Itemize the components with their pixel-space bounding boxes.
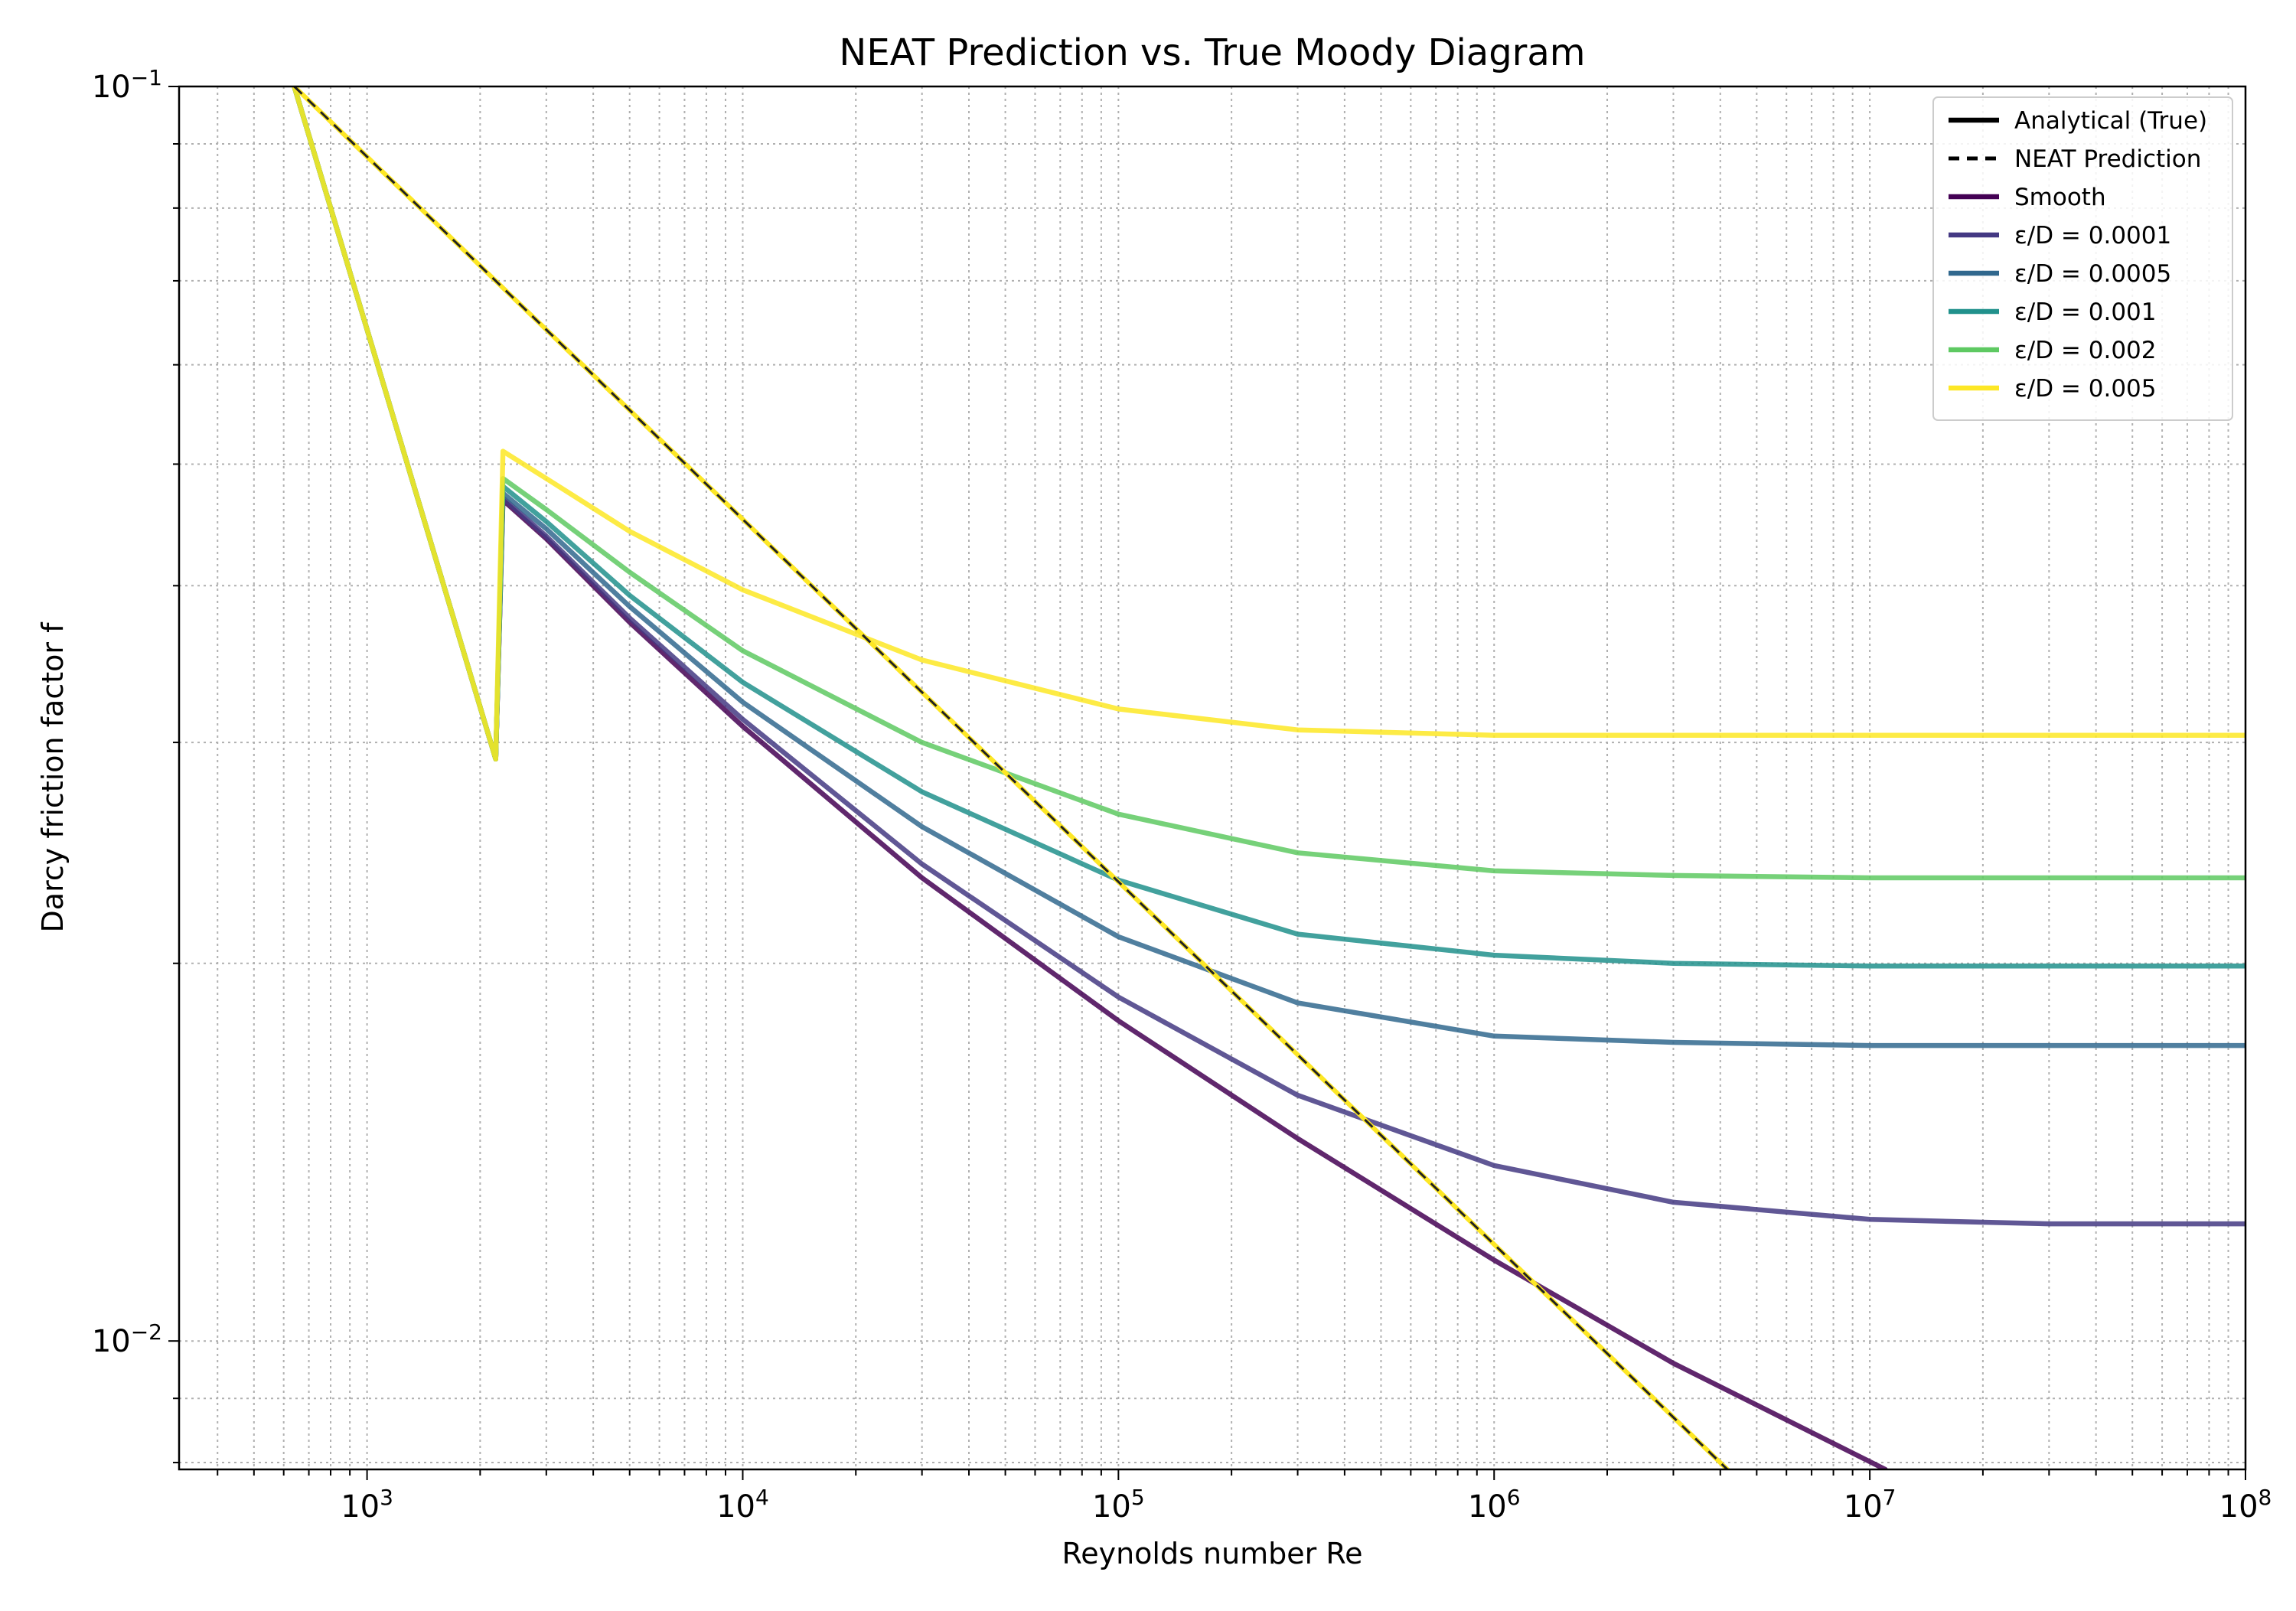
- legend-label: ε/D = 0.002: [2014, 337, 2157, 364]
- legend-label: Analytical (True): [2014, 107, 2207, 135]
- x-tick-base: 10: [716, 1489, 755, 1525]
- y-tick-label: 10−1: [92, 65, 162, 105]
- x-tick-base: 10: [1844, 1489, 1883, 1525]
- series-line-d-0-001: [292, 86, 2245, 969]
- legend-label: ε/D = 0.001: [2014, 298, 2157, 326]
- chart-title: NEAT Prediction vs. True Moody Diagram: [839, 31, 1585, 74]
- series-line-d-0-005: [292, 86, 2245, 762]
- x-tick-base: 10: [2219, 1489, 2258, 1525]
- legend-label: ε/D = 0.005: [2014, 375, 2157, 403]
- legend-label: Smooth: [2014, 184, 2106, 211]
- series-group: [292, 86, 2245, 1469]
- x-tick-label: 108: [2219, 1485, 2272, 1525]
- x-tick-exponent: 3: [380, 1485, 393, 1510]
- legend-label: NEAT Prediction: [2014, 145, 2201, 173]
- series-line-d-0-0001: [292, 86, 2245, 1227]
- x-tick-exponent: 5: [1131, 1485, 1145, 1510]
- legend-box: [1932, 96, 2233, 421]
- x-tick-base: 10: [1468, 1489, 1507, 1525]
- y-tick-base: 10: [92, 70, 131, 105]
- x-axis-label: Reynolds number Re: [1062, 1537, 1363, 1570]
- x-tick-exponent: 6: [1507, 1485, 1521, 1510]
- x-tick-label: 107: [1844, 1485, 1896, 1525]
- x-tick-exponent: 4: [755, 1485, 769, 1510]
- series-line-d-0-0005: [292, 86, 2245, 1048]
- x-tick-exponent: 7: [1883, 1485, 1896, 1510]
- x-tick-base: 10: [1092, 1489, 1131, 1525]
- legend-label: ε/D = 0.0001: [2014, 222, 2171, 249]
- series-line-smooth: [292, 86, 1888, 1469]
- y-axis-label: Darcy friction factor f: [36, 621, 70, 933]
- y-tick-base: 10: [92, 1324, 131, 1359]
- plot-frame: [178, 85, 2247, 1471]
- x-tick-label: 104: [716, 1485, 769, 1525]
- y-tick-exponent: −1: [131, 65, 162, 90]
- x-tick-label: 103: [341, 1485, 393, 1525]
- x-tick-base: 10: [341, 1489, 380, 1525]
- grid-lines: [179, 86, 2246, 1469]
- y-tick-exponent: −2: [131, 1319, 162, 1345]
- legend: Analytical (True) NEAT Prediction Smooth ε/…: [1932, 96, 2233, 421]
- x-tick-exponent: 8: [2258, 1485, 2272, 1510]
- series-line-neat-prediction: [293, 86, 1730, 1469]
- x-tick-label: 106: [1468, 1485, 1521, 1525]
- legend-label: ε/D = 0.0005: [2014, 260, 2171, 288]
- series-line-d-0-002: [292, 86, 2245, 881]
- y-tick-label: 10−2: [92, 1319, 162, 1359]
- x-tick-label: 105: [1092, 1485, 1145, 1525]
